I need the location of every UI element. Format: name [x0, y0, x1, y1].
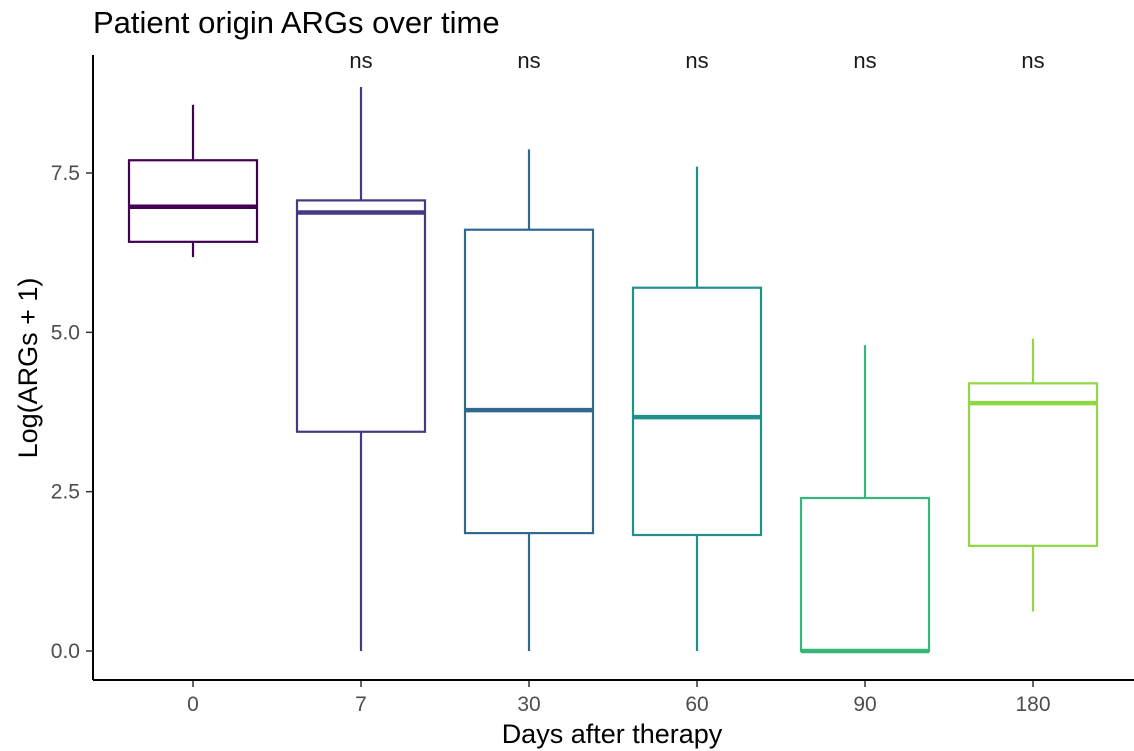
significance-label-30: ns: [517, 48, 540, 73]
significance-label-60: ns: [685, 48, 708, 73]
box-7: [295, 86, 427, 651]
x-tick-label: 7: [355, 693, 367, 716]
box-iqr: [967, 382, 1099, 547]
box-180: [967, 338, 1099, 612]
x-tick-label: 90: [853, 693, 876, 716]
plot-area: ns ns ns ns ns: [127, 48, 1099, 654]
box-90: [799, 345, 931, 654]
x-tick-label: 0: [187, 693, 199, 716]
box-iqr: [295, 199, 427, 433]
box-iqr: [463, 228, 595, 535]
significance-label-7: ns: [349, 48, 372, 73]
x-axis: 0 7 30 60 90 180: [93, 679, 1134, 716]
box-0: [127, 104, 259, 258]
significance-label-180: ns: [1021, 48, 1044, 73]
y-axis-title: Log(ARGs + 1): [13, 278, 43, 459]
box-30: [463, 149, 595, 651]
box-iqr: [799, 496, 931, 653]
y-tick-label: 0.0: [51, 640, 80, 663]
x-tick-label: 60: [685, 693, 708, 716]
y-tick-label: 7.5: [51, 162, 80, 185]
significance-label-90: ns: [853, 48, 876, 73]
box-60: [631, 166, 763, 651]
y-axis: 0.0 2.5 5.0 7.5: [51, 55, 94, 680]
x-axis-title: Days after therapy: [502, 719, 723, 749]
x-tick-label: 180: [1015, 693, 1050, 716]
box-iqr: [127, 159, 259, 243]
y-tick-label: 2.5: [51, 481, 80, 504]
box-iqr: [631, 286, 763, 537]
chart-title: Patient origin ARGs over time: [93, 5, 500, 40]
x-tick-label: 30: [517, 693, 540, 716]
y-tick-label: 5.0: [51, 321, 80, 344]
